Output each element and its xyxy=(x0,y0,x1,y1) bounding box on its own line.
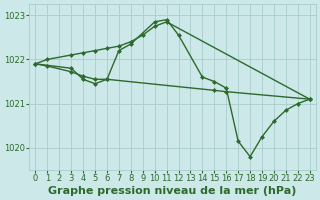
X-axis label: Graphe pression niveau de la mer (hPa): Graphe pression niveau de la mer (hPa) xyxy=(48,186,297,196)
